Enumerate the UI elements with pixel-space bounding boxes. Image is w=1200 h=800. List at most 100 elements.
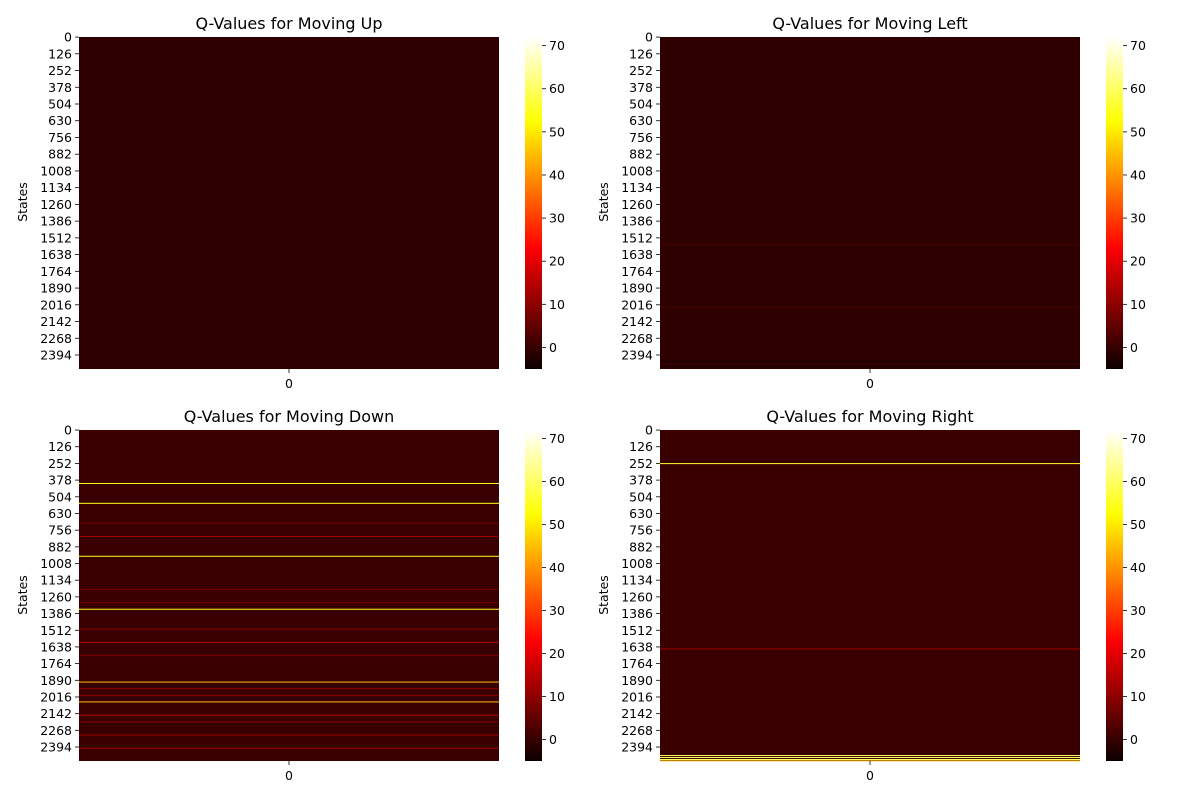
subplot-moving-down: Q-Values for Moving Down States 01262523…	[15, 407, 565, 783]
y-tick-label: 2394	[621, 347, 653, 362]
y-tick-label: 1890	[40, 281, 72, 296]
heatmap-row-cell	[79, 714, 499, 716]
y-tick-label: 1890	[621, 673, 653, 688]
colorbar-tick-label: 0	[549, 340, 557, 355]
colorbar-tick-label: 70	[549, 38, 565, 53]
y-tick-label: 1260	[40, 589, 72, 604]
colorbar-tick-label: 40	[1130, 560, 1146, 575]
y-tick-label: 882	[48, 147, 72, 162]
y-tick-label: 1008	[621, 556, 653, 571]
colorbar-tick-label: 10	[549, 689, 565, 704]
heatmap-row-cell	[660, 759, 1080, 761]
heatmap-row-cell	[79, 535, 499, 537]
heatmap-row-cell	[79, 681, 499, 683]
y-tick-label: 2016	[40, 689, 72, 704]
colorbar-tick-label: 70	[549, 431, 565, 446]
y-tick-label: 378	[629, 473, 653, 488]
colorbar-tick-label: 10	[549, 297, 565, 312]
heatmap-row-cell	[660, 361, 1080, 363]
colorbar-gradient	[1106, 37, 1123, 369]
colorbar-tick-label: 60	[549, 474, 565, 489]
colorbar-tick-label: 40	[549, 560, 565, 575]
y-tick-label: 1008	[40, 163, 72, 178]
y-tick-label: 1260	[621, 197, 653, 212]
colorbar-tick-label: 20	[1130, 254, 1146, 269]
subplot-title: Q-Values for Moving Right	[766, 407, 973, 426]
heatmap-row-cell	[79, 628, 499, 630]
x-ticks: 0	[866, 369, 874, 391]
heatmap-background-cell	[660, 37, 1080, 369]
colorbar-tick-label: 20	[549, 254, 565, 269]
colorbar: 0 10 20 30 40 50 60 70	[525, 37, 565, 369]
heatmap-row-cell	[79, 747, 499, 749]
heatmap-row-cell	[79, 608, 499, 610]
colorbar-tick-label: 40	[1130, 167, 1146, 182]
x-ticks: 0	[866, 761, 874, 783]
y-ticks: 0126252378504630756882100811341260138615…	[621, 30, 660, 362]
y-ticks: 0126252378504630756882100811341260138615…	[621, 423, 660, 755]
y-ticks: 0126252378504630756882100811341260138615…	[40, 423, 79, 755]
y-tick-label: 378	[48, 473, 72, 488]
subplot-title: Q-Values for Moving Left	[772, 14, 967, 33]
heatmap-row-cell	[79, 588, 499, 590]
y-tick-label: 1386	[40, 214, 72, 229]
y-tick-label: 126	[48, 439, 72, 454]
x-tick-label: 0	[866, 376, 874, 391]
y-tick-label: 1512	[621, 623, 653, 638]
y-tick-label: 252	[629, 456, 653, 471]
y-tick-label: 882	[629, 147, 653, 162]
y-tick-label: 126	[629, 439, 653, 454]
heatmap-row-cell	[79, 555, 499, 557]
colorbar-tick-label: 40	[549, 167, 565, 182]
y-tick-label: 504	[629, 96, 653, 111]
heatmap-background-cell	[79, 430, 499, 761]
colorbar-tick-label: 50	[1130, 124, 1146, 139]
y-tick-label: 2016	[621, 689, 653, 704]
subplot-moving-right: Q-Values for Moving Right States 0126252…	[596, 407, 1146, 783]
colorbar-tick-label: 50	[1130, 517, 1146, 532]
y-tick-label: 0	[64, 30, 72, 45]
heatmap-row-cell	[79, 688, 499, 690]
y-tick-label: 0	[64, 423, 72, 438]
y-tick-label: 1260	[621, 589, 653, 604]
colorbar-tick-label: 0	[1130, 732, 1138, 747]
colorbar-tick-label: 30	[1130, 211, 1146, 226]
y-tick-label: 1764	[621, 264, 653, 279]
colorbar-tick-label: 30	[549, 603, 565, 618]
subplot-title: Q-Values for Moving Up	[195, 14, 382, 33]
y-tick-label: 2268	[40, 723, 72, 738]
colorbar-tick-label: 0	[549, 732, 557, 747]
y-axis-label: States	[596, 182, 611, 222]
y-tick-label: 0	[645, 30, 653, 45]
y-tick-label: 2394	[40, 347, 72, 362]
x-ticks: 0	[285, 761, 293, 783]
colorbar-tick-label: 50	[549, 517, 565, 532]
y-tick-label: 1890	[621, 281, 653, 296]
y-tick-label: 504	[48, 96, 72, 111]
colorbar-tick-label: 10	[1130, 297, 1146, 312]
heatmap-row-cell	[660, 648, 1080, 650]
y-tick-label: 1134	[40, 573, 72, 588]
y-tick-label: 2142	[40, 706, 72, 721]
heatmap-cells	[79, 37, 499, 369]
subplot-moving-left: Q-Values for Moving Left States 01262523…	[596, 14, 1146, 391]
y-tick-label: 756	[629, 523, 653, 538]
heatmap-row-cell	[660, 366, 1080, 368]
x-tick-label: 0	[285, 768, 293, 783]
y-tick-label: 630	[48, 506, 72, 521]
y-tick-label: 1638	[40, 247, 72, 262]
colorbar-tick-label: 30	[1130, 603, 1146, 618]
y-tick-label: 1386	[621, 214, 653, 229]
subplot-moving-up: Q-Values for Moving Up States 0126252378…	[15, 14, 565, 391]
colorbar: 0 10 20 30 40 50 60 70	[1106, 37, 1146, 369]
y-tick-label: 2394	[621, 740, 653, 755]
heatmap-row-cell	[79, 482, 499, 484]
y-tick-label: 2142	[621, 314, 653, 329]
y-tick-label: 1134	[621, 180, 653, 195]
colorbar-tick-label: 60	[1130, 474, 1146, 489]
y-tick-label: 1386	[40, 606, 72, 621]
y-tick-label: 0	[645, 423, 653, 438]
y-tick-label: 630	[48, 113, 72, 128]
colorbar-tick-label: 20	[1130, 646, 1146, 661]
